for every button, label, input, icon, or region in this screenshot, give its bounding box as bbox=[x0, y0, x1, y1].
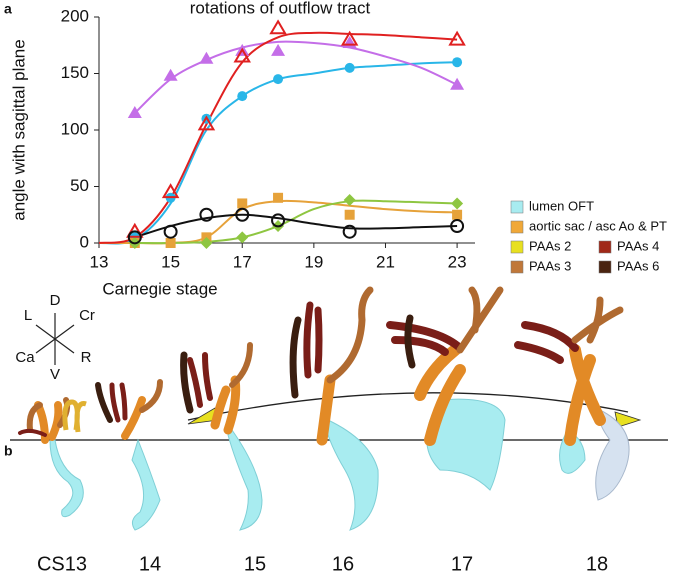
x-axis-title: Carnegie stage bbox=[102, 279, 217, 298]
y-tick-label: 0 bbox=[80, 232, 89, 251]
marker bbox=[450, 219, 465, 234]
compass bbox=[35, 313, 75, 365]
plot-area: 0 50 100 150 200 13 15 17 19 21 23 bbox=[61, 6, 475, 271]
panel-label: a bbox=[4, 1, 12, 17]
marker bbox=[342, 224, 357, 239]
marker bbox=[197, 115, 216, 131]
marker bbox=[269, 19, 287, 35]
fit-line bbox=[134, 213, 458, 239]
legend-label: PAAs 2 bbox=[529, 238, 571, 253]
marker bbox=[165, 238, 176, 248]
stage-label: 16 bbox=[332, 553, 354, 575]
marker bbox=[343, 194, 356, 207]
marker bbox=[199, 51, 214, 64]
compass-label: D bbox=[50, 292, 61, 309]
x-tick-label: 17 bbox=[233, 252, 252, 271]
marker bbox=[236, 231, 249, 244]
compass-label: Cr bbox=[79, 307, 95, 324]
legend-swatch bbox=[510, 260, 524, 274]
legend-label: PAAs 3 bbox=[529, 258, 571, 273]
marker bbox=[344, 209, 355, 220]
marker bbox=[163, 224, 178, 239]
y-tick-label: 150 bbox=[61, 63, 89, 82]
marker bbox=[271, 213, 286, 228]
y-tick-label: 100 bbox=[61, 119, 89, 138]
legend: lumen OFT aortic sac / asc Ao & PT PAAs 2 P… bbox=[510, 198, 667, 274]
legend-label: PAAs 4 bbox=[617, 238, 659, 253]
marker bbox=[127, 106, 142, 119]
x-tick-label: 19 bbox=[304, 252, 323, 271]
marker bbox=[235, 207, 250, 222]
legend-swatch bbox=[598, 240, 612, 254]
legend-label: PAAs 6 bbox=[617, 258, 659, 273]
stage-label: 18 bbox=[586, 553, 608, 575]
marker bbox=[271, 43, 286, 56]
stage-label: 14 bbox=[139, 553, 161, 575]
marker bbox=[200, 237, 213, 249]
fit-line bbox=[98, 61, 458, 245]
fit-line bbox=[134, 40, 458, 114]
marker bbox=[199, 207, 214, 222]
marker bbox=[127, 230, 142, 245]
fit-line bbox=[134, 199, 458, 245]
marker bbox=[237, 198, 248, 209]
legend-label: lumen OFT bbox=[529, 198, 594, 213]
legend-label: aortic sac / asc Ao & PT bbox=[529, 218, 667, 233]
marker bbox=[161, 183, 180, 199]
illustrations bbox=[10, 286, 668, 531]
marker bbox=[273, 74, 284, 85]
x-tick-label: 21 bbox=[376, 252, 395, 271]
legend-swatch bbox=[510, 240, 524, 254]
marker bbox=[452, 57, 463, 68]
marker bbox=[126, 222, 144, 238]
stage-label: CS13 bbox=[37, 553, 87, 575]
y-axis-title: angle with sagittal plane bbox=[9, 39, 28, 220]
marker bbox=[273, 192, 284, 203]
legend-swatch bbox=[598, 260, 612, 274]
marker bbox=[163, 68, 178, 81]
marker bbox=[237, 91, 248, 102]
x-tick-label: 15 bbox=[161, 252, 180, 271]
marker bbox=[344, 62, 355, 73]
marker bbox=[233, 47, 251, 63]
panel-label: b bbox=[4, 443, 13, 459]
compass-label: L bbox=[24, 307, 32, 324]
marker bbox=[450, 77, 465, 90]
stage-label: 17 bbox=[451, 553, 473, 575]
legend-swatch bbox=[510, 220, 524, 234]
marker bbox=[448, 30, 466, 46]
compass-label: V bbox=[50, 366, 60, 383]
marker bbox=[452, 209, 463, 220]
chart-title: rotations of outflow tract bbox=[190, 0, 371, 17]
marker bbox=[451, 197, 464, 210]
y-tick-label: 50 bbox=[70, 176, 89, 195]
compass-label: R bbox=[81, 349, 92, 366]
x-tick-label: 13 bbox=[90, 252, 109, 271]
y-tick-label: 200 bbox=[61, 6, 89, 25]
stage-label: 15 bbox=[244, 553, 266, 575]
legend-swatch bbox=[510, 200, 524, 214]
marker bbox=[340, 30, 359, 46]
fit-line bbox=[98, 31, 458, 244]
compass-label: Ca bbox=[15, 349, 35, 366]
x-tick-label: 23 bbox=[448, 252, 467, 271]
